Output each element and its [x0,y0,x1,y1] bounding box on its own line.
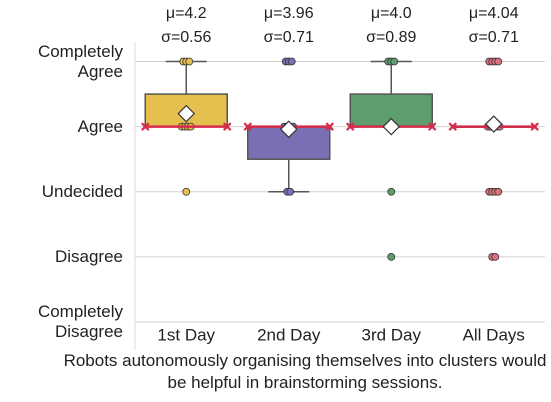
data-point [286,187,295,196]
sd-label: σ=0.89 [366,29,416,46]
x-tick-label: All Days [463,325,525,344]
median-marker [448,122,540,131]
data-point [494,187,503,196]
data-point [185,57,194,66]
mean-label: μ=3.96 [264,5,314,22]
median-marker [140,122,232,131]
data-point [287,57,296,66]
mean-label: μ=4.0 [371,5,412,22]
mean-marker [484,115,503,133]
sd-label: σ=0.71 [469,29,519,46]
y-tick-label: Undecided [41,181,123,201]
data-point [491,252,500,261]
data-point [390,57,399,66]
median-marker [345,122,437,131]
mean-label: μ=4.04 [469,5,519,22]
y-tick-label: Completely Agree [37,41,123,81]
sd-label: σ=0.56 [161,29,211,46]
x-tick-label: 3rd Day [361,325,421,344]
data-point [182,187,191,196]
mean-marker [279,120,298,139]
sd-label: σ=0.71 [264,29,314,46]
y-tick-label: Completely Disagree [37,302,123,341]
y-tick-label: Disagree [54,246,123,266]
data-point [387,187,396,196]
mean-label: μ=4.2 [166,5,207,22]
x-tick-label: 2nd Day [257,325,321,344]
caption: Robots autonomously organising themselve… [63,351,547,392]
median-marker [243,122,335,131]
mean-marker [177,104,196,123]
data-point [494,57,503,66]
y-tick-label: Agree [77,116,123,136]
x-tick-label: 1st Day [157,325,215,344]
data-point [387,252,396,261]
mean-marker [382,117,401,136]
